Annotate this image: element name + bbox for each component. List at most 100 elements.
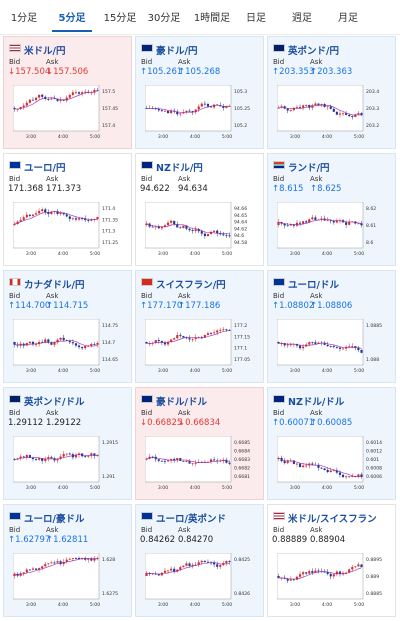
candle-body	[179, 335, 182, 337]
candle-body	[170, 339, 173, 342]
y-tick-label: 157.45	[102, 106, 118, 112]
tab-1min[interactable]: 1分足	[10, 13, 38, 24]
candle-body	[332, 108, 335, 112]
candle-body	[360, 564, 363, 568]
candle-body	[50, 457, 53, 459]
candle-body	[302, 346, 305, 349]
price-chart[interactable]: 1.2915 1.291 3:00 4:00 5:00	[13, 436, 128, 494]
candle-body	[34, 568, 38, 570]
rate-card[interactable]: 米ドル/スイスフラン Bid Ask 0.88889 0.88904 0.8895 0.88…	[267, 504, 396, 617]
rate-card[interactable]: 英ポンド/円 Bid Ask ↑203.353 ↑203.363 203.4 203.3 20…	[267, 36, 396, 149]
bid-label: Bid	[141, 58, 153, 66]
tab-weekly[interactable]: 週足	[292, 13, 312, 24]
ask-value: 1.29122	[46, 418, 82, 428]
candle-body	[163, 342, 167, 345]
candle-body	[206, 233, 210, 236]
rate-card[interactable]: ランド/円 Bid Ask ↑8.615 ↑8.625 8.62 8.61 8.6 3:00 4:…	[267, 153, 396, 266]
candle-body	[194, 109, 197, 113]
bid-value: ↑0.60071	[272, 418, 315, 428]
price-chart[interactable]: 157.5 157.45 157.4 3:00 4:00 5:00	[13, 85, 128, 143]
candle-body	[191, 564, 194, 567]
moving-average-line	[146, 457, 230, 464]
candle-body	[93, 453, 96, 456]
candle-body	[13, 573, 16, 576]
candle-body	[289, 224, 292, 226]
candle-body	[222, 329, 225, 331]
rate-card[interactable]: カナダドル/円 Bid Ask ↑114.700 ↑114.715 114.75 114.7…	[3, 270, 132, 383]
candle-body	[96, 217, 99, 220]
candle-body	[84, 91, 87, 93]
candle-body	[360, 223, 363, 226]
y-tick-label: 0.6685	[234, 440, 250, 446]
candle-body	[53, 562, 56, 564]
candle-body	[41, 566, 44, 569]
candle-body	[191, 338, 194, 340]
price-chart[interactable]: 177.2 177.15 177.1 177.05 3:00 4:00 5:00	[145, 319, 260, 377]
candle-body	[74, 454, 78, 458]
price-chart[interactable]: 0.8425 0.8426 3:00 4:00 5:00	[145, 553, 260, 611]
candle-body	[354, 566, 357, 568]
chart-plot-area	[277, 319, 364, 366]
bid-value: 94.622	[140, 184, 170, 194]
rate-card[interactable]: ユーロ/円 Bid Ask 171.368 171.373 171.4 171.35 171.…	[3, 153, 132, 266]
rate-card[interactable]: 米ドル/円 Bid Ask ↓157.504 ↓157.506 157.5 157.45 15…	[3, 36, 132, 149]
tab-5min[interactable]: 5分足	[52, 8, 92, 32]
bid-label: Bid	[273, 292, 285, 300]
price-chart[interactable]: 0.8895 0.889 0.8885 3:00 4:00 5:00	[277, 553, 392, 611]
x-tick-label: 5:00	[90, 134, 100, 140]
ask-label: Ask	[310, 292, 323, 300]
candle-body	[19, 219, 22, 222]
candle-body	[77, 218, 81, 220]
tab-monthly[interactable]: 月足	[338, 13, 358, 24]
rate-card[interactable]: ユーロ/豪ドル Bid Ask ↑1.62797 ↑1.62811 1.628 1.6275…	[3, 504, 132, 617]
ask-value: ↓0.66834	[178, 418, 221, 428]
rate-card[interactable]: ユーロ/英ポンド Bid Ask 0.84262 0.84270 0.8425 0.8426…	[135, 504, 264, 617]
price-chart[interactable]: 203.4 203.3 203.2 3:00 4:00 5:00	[277, 85, 392, 143]
price-chart[interactable]: 1.0885 1.088 3:00 4:00 5:00	[277, 319, 392, 377]
candle-body	[22, 572, 25, 574]
candle-body	[68, 216, 71, 219]
price-chart[interactable]: 171.4 171.35 171.3 171.25 3:00 4:00 5:00	[13, 202, 128, 260]
price-chart[interactable]: 105.3 105.25 105.2 3:00 4:00 5:00	[145, 85, 260, 143]
candle-body	[96, 558, 99, 559]
x-tick-label: 3:00	[158, 134, 168, 140]
rate-card[interactable]: 英ポンド/ドル Bid Ask 1.29112 1.29122 1.2915 1.291 3:…	[3, 387, 132, 500]
pair-name: ランド/円	[288, 163, 330, 174]
rate-card[interactable]: スイスフラン/円 Bid Ask ↑177.170 ↑177.186 177.2 177.1…	[135, 270, 264, 383]
price-chart[interactable]: 8.62 8.61 8.6 3:00 4:00 5:00	[277, 202, 392, 260]
rate-card[interactable]: 豪ドル/円 Bid Ask ↑105.261 ↑105.268 105.3 105.25 10…	[135, 36, 264, 149]
candle-body	[203, 461, 206, 463]
candle-body	[56, 211, 59, 214]
tab-15min[interactable]: 15分足	[103, 13, 137, 24]
tab-30min[interactable]: 30分足	[147, 13, 181, 24]
price-chart[interactable]: 0.6685 0.6684 0.6683 0.6682 0.6681 3:00 4:00 5:…	[145, 436, 260, 494]
candle-body	[185, 337, 188, 339]
tab-1hour[interactable]: 1時間足	[193, 13, 231, 24]
ask-label: Ask	[310, 175, 323, 183]
rate-card[interactable]: ユーロ/ドル Bid Ask ↑1.08802 ↑1.08806 1.0885 1.088 3…	[267, 270, 396, 383]
candle-body	[292, 224, 295, 226]
candle-body	[157, 340, 160, 342]
y-tick-label: 0.889	[366, 574, 379, 580]
price-chart[interactable]: 114.75 114.7 114.65 3:00 4:00 5:00	[13, 319, 128, 377]
candle-body	[77, 453, 81, 455]
candle-body	[87, 558, 90, 560]
candle-body	[341, 572, 345, 575]
y-tick-label: 203.3	[366, 106, 379, 112]
candle-body	[332, 574, 335, 577]
pair-name: ユーロ/円	[24, 163, 66, 174]
rate-card[interactable]: 豪ドル/ドル Bid Ask ↓0.66825 ↓0.66834 0.6685 0.6684…	[135, 387, 264, 500]
rate-card[interactable]: NZドル/ドル Bid Ask ↑0.60071 ↑0.60085 0.6014 0.601…	[267, 387, 396, 500]
candle-body	[203, 233, 206, 236]
ask-value: ↑105.268	[178, 67, 221, 77]
candle-body	[71, 92, 74, 95]
rate-card[interactable]: NZドル/円 Bid Ask 94.622 94.634 94.66 94.65 94.64 9…	[135, 153, 264, 266]
pair-name: 英ポンド/円	[288, 46, 339, 57]
price-chart[interactable]: 1.628 1.6275 3:00 4:00 5:00	[13, 553, 128, 611]
candle-body	[34, 458, 38, 460]
price-chart[interactable]: 0.6014 0.6012 0.601 0.6008 0.6006 3:00 4:00 5:0…	[277, 436, 392, 494]
tab-daily[interactable]: 日足	[246, 13, 266, 24]
candle-body	[209, 562, 213, 564]
bid-value: ↑177.170	[140, 301, 183, 311]
